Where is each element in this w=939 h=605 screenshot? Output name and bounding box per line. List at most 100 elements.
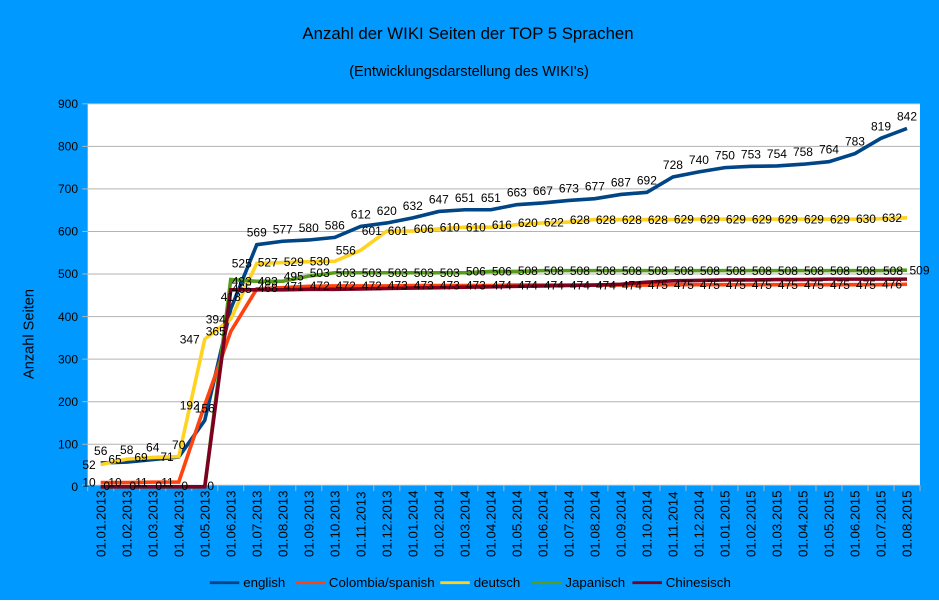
svg-text:527: 527 (258, 256, 278, 270)
svg-text:01.05.2015: 01.05.2015 (822, 490, 837, 557)
svg-text:503: 503 (414, 266, 434, 280)
svg-text:473: 473 (440, 279, 460, 293)
svg-text:700: 700 (58, 182, 78, 196)
svg-text:495: 495 (284, 269, 304, 283)
svg-text:503: 503 (310, 266, 330, 280)
svg-text:01.03.2015: 01.03.2015 (770, 490, 785, 557)
svg-text:58: 58 (120, 443, 134, 457)
svg-text:651: 651 (481, 191, 501, 205)
svg-text:508: 508 (648, 264, 668, 278)
svg-text:475: 475 (700, 278, 720, 292)
svg-text:629: 629 (700, 212, 720, 226)
svg-text:580: 580 (299, 221, 319, 235)
svg-text:01.12.2014: 01.12.2014 (692, 490, 707, 557)
svg-text:508: 508 (674, 264, 694, 278)
svg-text:01.11.2013: 01.11.2013 (353, 491, 368, 557)
svg-text:508: 508 (856, 264, 876, 278)
svg-text:01.08.2015: 01.08.2015 (900, 490, 915, 557)
svg-text:677: 677 (585, 180, 605, 194)
svg-text:0: 0 (71, 480, 78, 494)
svg-text:629: 629 (830, 212, 850, 226)
svg-text:508: 508 (752, 264, 772, 278)
svg-text:508: 508 (518, 264, 538, 278)
svg-text:01.04.2015: 01.04.2015 (796, 490, 811, 557)
svg-text:Anzahl Seiten: Anzahl Seiten (22, 289, 38, 379)
svg-text:365: 365 (206, 325, 226, 339)
svg-text:468: 468 (258, 281, 278, 295)
svg-text:01.10.2013: 01.10.2013 (327, 490, 342, 557)
svg-text:64: 64 (146, 441, 160, 455)
svg-text:70: 70 (172, 438, 186, 452)
svg-text:556: 556 (336, 243, 356, 257)
svg-text:01.07.2014: 01.07.2014 (561, 490, 576, 557)
svg-text:01.06.2015: 01.06.2015 (848, 490, 863, 557)
svg-text:400: 400 (58, 310, 78, 324)
svg-text:01.03.2014: 01.03.2014 (457, 490, 472, 557)
svg-text:52: 52 (82, 458, 96, 472)
svg-text:01.08.2013: 01.08.2013 (275, 490, 290, 557)
svg-text:200: 200 (58, 395, 78, 409)
svg-text:474: 474 (570, 278, 590, 292)
svg-text:509: 509 (910, 263, 930, 277)
svg-text:529: 529 (284, 255, 304, 269)
svg-text:471: 471 (284, 280, 304, 294)
svg-text:01.02.2014: 01.02.2014 (431, 490, 446, 557)
svg-text:0: 0 (181, 479, 188, 493)
svg-text:0: 0 (207, 479, 214, 493)
svg-text:629: 629 (752, 212, 772, 226)
svg-text:01.01.2013: 01.01.2013 (93, 490, 108, 557)
svg-text:632: 632 (882, 211, 902, 225)
svg-text:508: 508 (700, 264, 720, 278)
svg-text:01.01.2015: 01.01.2015 (718, 490, 733, 557)
svg-text:473: 473 (388, 279, 408, 293)
svg-text:01.07.2015: 01.07.2015 (874, 490, 889, 557)
svg-text:569: 569 (247, 226, 267, 240)
svg-text:628: 628 (570, 213, 590, 227)
svg-text:474: 474 (518, 278, 538, 292)
svg-text:483: 483 (232, 274, 252, 288)
svg-text:475: 475 (856, 278, 876, 292)
svg-text:01.05.2014: 01.05.2014 (509, 490, 524, 557)
svg-text:11: 11 (135, 475, 148, 489)
svg-text:530: 530 (310, 254, 330, 268)
svg-text:474: 474 (622, 278, 642, 292)
svg-text:475: 475 (778, 278, 798, 292)
svg-text:deutsch: deutsch (474, 575, 521, 590)
svg-text:Anzahl der WIKI Seiten der TOP: Anzahl der WIKI Seiten der TOP 5 Sprache… (302, 24, 633, 43)
svg-text:483: 483 (258, 274, 278, 288)
svg-text:65: 65 (108, 452, 122, 466)
svg-text:629: 629 (726, 212, 746, 226)
svg-text:Chinesisch: Chinesisch (666, 575, 731, 590)
svg-text:56: 56 (94, 444, 108, 458)
svg-text:01.04.2014: 01.04.2014 (483, 490, 498, 557)
svg-text:754: 754 (767, 147, 787, 161)
svg-text:628: 628 (648, 213, 668, 227)
svg-text:474: 474 (544, 278, 564, 292)
svg-text:630: 630 (856, 212, 876, 226)
svg-text:525: 525 (232, 257, 252, 271)
svg-text:01.12.2013: 01.12.2013 (379, 490, 394, 557)
svg-text:508: 508 (830, 264, 850, 278)
svg-text:606: 606 (414, 222, 434, 236)
svg-text:503: 503 (440, 266, 460, 280)
svg-text:0: 0 (155, 479, 162, 493)
svg-text:Colombia/spanish: Colombia/spanish (329, 575, 435, 590)
svg-text:01.09.2014: 01.09.2014 (613, 490, 628, 557)
svg-text:629: 629 (804, 212, 824, 226)
svg-text:692: 692 (637, 173, 657, 187)
svg-text:819: 819 (871, 119, 891, 133)
svg-text:Japanisch: Japanisch (565, 575, 625, 590)
svg-text:474: 474 (492, 278, 512, 292)
svg-text:577: 577 (273, 222, 293, 236)
svg-text:610: 610 (440, 220, 460, 234)
svg-text:01.02.2013: 01.02.2013 (119, 490, 134, 557)
svg-text:503: 503 (362, 266, 382, 280)
svg-text:01.05.2013: 01.05.2013 (197, 490, 212, 557)
svg-text:628: 628 (596, 213, 616, 227)
svg-text:01.07.2013: 01.07.2013 (249, 490, 264, 557)
svg-text:01.06.2014: 01.06.2014 (535, 490, 550, 557)
svg-text:758: 758 (793, 145, 813, 159)
svg-text:900: 900 (58, 97, 78, 111)
svg-text:english: english (243, 575, 285, 590)
svg-text:11: 11 (161, 475, 174, 489)
